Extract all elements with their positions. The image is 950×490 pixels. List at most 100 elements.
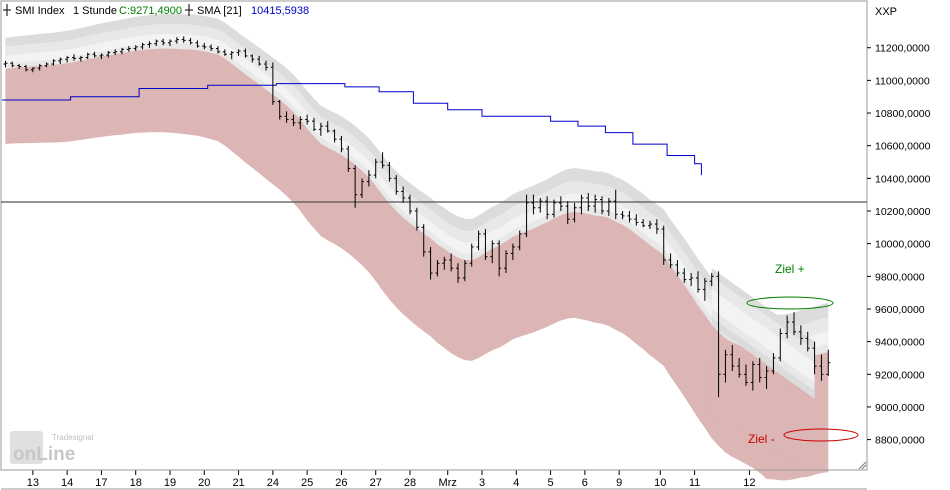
y-tick-label: 9600,0000 <box>875 304 925 316</box>
x-tick-label: 3 <box>479 477 485 489</box>
ohlc-bar <box>462 259 467 282</box>
ohlc-bar <box>414 207 419 231</box>
y-tick-label: 9400,0000 <box>875 337 925 349</box>
ohlc-bar <box>291 114 296 127</box>
ohlc-bar <box>421 224 426 257</box>
y-tick-label: 10000,0000 <box>875 239 931 251</box>
target-plus-ellipse[interactable] <box>746 296 834 310</box>
future-projection <box>711 268 815 473</box>
x-tick-label: 4 <box>513 477 519 489</box>
ohlc-bar <box>332 129 337 143</box>
ohlc-bar <box>798 325 803 345</box>
ohlc-bar <box>298 116 303 130</box>
projection-gray-inner <box>711 289 815 383</box>
ohlc-bar <box>668 253 673 269</box>
x-tick-label: 9 <box>616 477 622 489</box>
ohlc-bar <box>648 220 652 229</box>
ohlc-bar <box>497 240 502 277</box>
x-tick-label: 13 <box>27 477 39 489</box>
ohlc-bar <box>188 37 193 45</box>
ohlc-bar <box>586 193 591 212</box>
ohlc-bar <box>702 277 707 301</box>
ohlc-bar <box>161 38 166 46</box>
ohlc-bar <box>442 256 447 270</box>
ohlc-bar <box>490 240 495 264</box>
ohlc-bar <box>318 122 323 136</box>
y-tick-label: 10600,0000 <box>875 141 931 153</box>
y-tick-label: 10400,0000 <box>875 173 931 185</box>
ohlc-bar <box>133 45 138 51</box>
ohlc-bar <box>469 243 474 267</box>
x-tick-label: 27 <box>370 477 382 489</box>
ohlc-bar <box>339 135 344 153</box>
ohlc-bar <box>428 246 433 280</box>
ohlc-bar <box>593 194 598 213</box>
ohlc-bar <box>24 64 28 72</box>
ohlc-bar <box>270 62 275 105</box>
ohlc-bar <box>682 268 687 283</box>
x-tick-label: Mrz <box>439 477 457 489</box>
ohlc-bar <box>3 60 8 68</box>
ohlc-bar <box>216 46 220 54</box>
ohlc-bar <box>92 51 97 58</box>
ohlc-bar <box>222 49 227 56</box>
ohlc-bar <box>805 331 810 352</box>
logo-brand-small: Tradesignal <box>52 433 94 442</box>
interval-label: 1 Stunde <box>73 5 117 17</box>
ohlc-bar <box>723 349 728 383</box>
target-plus-label: Ziel + <box>775 262 805 276</box>
ohlc-bar <box>312 117 316 131</box>
ohlc-bar <box>483 228 488 260</box>
ohlc-bar <box>360 178 364 198</box>
x-tick-label: 19 <box>164 477 176 489</box>
x-tick-label: 18 <box>130 477 142 489</box>
ohlc-bar <box>209 44 214 51</box>
ohlc-bar <box>476 230 481 251</box>
ohlc-bar <box>579 194 584 215</box>
ohlc-bar <box>380 152 385 169</box>
target-minus-label: Ziel - <box>748 432 775 446</box>
x-axis[interactable]: 13 14 17 18 19 20 21 24 25 26 27 28 Mrz 3 4 5 6 9 10 11 12 <box>27 470 756 489</box>
ohlc-bar <box>154 39 159 47</box>
ohlc-bar <box>72 54 76 61</box>
target-minus-ellipse[interactable] <box>783 428 859 442</box>
ohlc-bar <box>675 259 680 277</box>
ohlc-bar <box>449 253 454 272</box>
ohlc-bar <box>30 67 35 73</box>
x-tick-label: 12 <box>743 477 755 489</box>
ohlc-bar <box>510 243 515 260</box>
ohlc-bar <box>37 64 42 71</box>
x-tick-label: 14 <box>61 477 73 489</box>
ohlc-bar <box>600 196 604 215</box>
ohlc-bar <box>538 197 543 213</box>
ohlc-bar <box>634 214 639 226</box>
ohlc-bar <box>812 341 817 375</box>
y-axis[interactable]: 11200,0000 11000,0000 10800,0000 10600,0000… <box>867 43 931 447</box>
ohlc-bar <box>730 344 735 372</box>
y-tick-label: 9000,0000 <box>875 402 925 414</box>
indicator-value: 10415,5938 <box>251 5 309 17</box>
ohlc-bar <box>401 186 406 203</box>
ohlc-bar <box>257 55 262 66</box>
logo-square <box>10 431 43 464</box>
ohlc-bar <box>764 366 769 389</box>
ohlc-bar <box>126 46 131 52</box>
resize-grip-icon[interactable] <box>858 461 867 470</box>
y-tick-label: 9800,0000 <box>875 271 925 283</box>
chart-header: SMI Index 1 Stunde C:9271,4900 SMA [21] … <box>3 4 309 17</box>
y-tick-label: 10200,0000 <box>875 206 931 218</box>
band-gray-outer <box>5 13 829 379</box>
x-tick-label: 26 <box>335 477 347 489</box>
ohlc-bar <box>106 50 111 58</box>
ohlc-bar <box>778 328 783 362</box>
ohlc-bar <box>174 37 179 44</box>
y-tick-label: 11000,0000 <box>875 75 930 87</box>
ohlc-bar <box>277 99 282 120</box>
projection-red <box>711 328 815 473</box>
ohlc-bar <box>147 41 152 48</box>
x-tick-label: 25 <box>301 477 313 489</box>
ohlc-bar <box>284 111 289 123</box>
ohlc-bar <box>654 219 659 234</box>
ohlc-bar <box>113 49 118 56</box>
